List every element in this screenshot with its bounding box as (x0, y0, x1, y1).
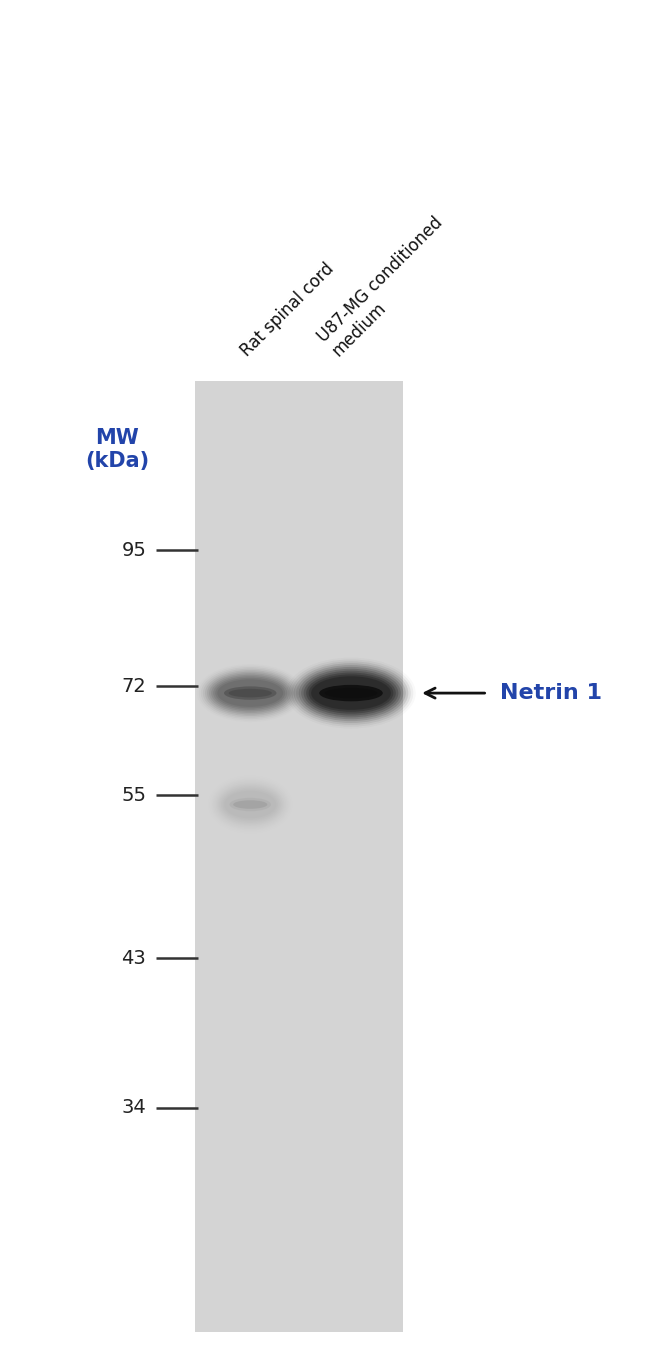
Ellipse shape (222, 790, 278, 819)
Ellipse shape (217, 680, 283, 707)
Text: 43: 43 (122, 949, 146, 968)
Ellipse shape (216, 783, 285, 826)
Ellipse shape (301, 669, 401, 718)
Ellipse shape (221, 788, 280, 821)
Ellipse shape (309, 674, 393, 712)
Text: 72: 72 (122, 677, 146, 696)
Text: Rat spinal cord: Rat spinal cord (237, 260, 338, 360)
Ellipse shape (218, 784, 283, 825)
Ellipse shape (207, 671, 294, 715)
Ellipse shape (201, 667, 300, 719)
Ellipse shape (229, 689, 272, 697)
Ellipse shape (213, 677, 287, 709)
Ellipse shape (203, 669, 298, 718)
Ellipse shape (205, 670, 296, 716)
Ellipse shape (211, 675, 289, 712)
Ellipse shape (214, 781, 286, 828)
Text: U87-MG conditioned
medium: U87-MG conditioned medium (314, 213, 461, 360)
Ellipse shape (311, 677, 391, 709)
Text: Netrin 1: Netrin 1 (500, 684, 603, 703)
Ellipse shape (224, 686, 276, 700)
Ellipse shape (319, 685, 383, 701)
Ellipse shape (209, 673, 291, 713)
Text: 95: 95 (122, 541, 146, 560)
Ellipse shape (220, 786, 281, 822)
Ellipse shape (304, 671, 398, 715)
Ellipse shape (325, 688, 377, 699)
Ellipse shape (233, 800, 267, 809)
Ellipse shape (294, 663, 408, 723)
Ellipse shape (229, 798, 271, 811)
Ellipse shape (224, 791, 276, 818)
Bar (195, 381, 403, 1332)
Ellipse shape (299, 667, 404, 719)
Ellipse shape (291, 662, 411, 724)
Ellipse shape (306, 673, 396, 713)
Text: 34: 34 (122, 1098, 146, 1117)
Text: 55: 55 (122, 786, 146, 805)
Text: MW
(kDa): MW (kDa) (85, 428, 149, 472)
Ellipse shape (215, 678, 285, 708)
Ellipse shape (296, 665, 406, 722)
